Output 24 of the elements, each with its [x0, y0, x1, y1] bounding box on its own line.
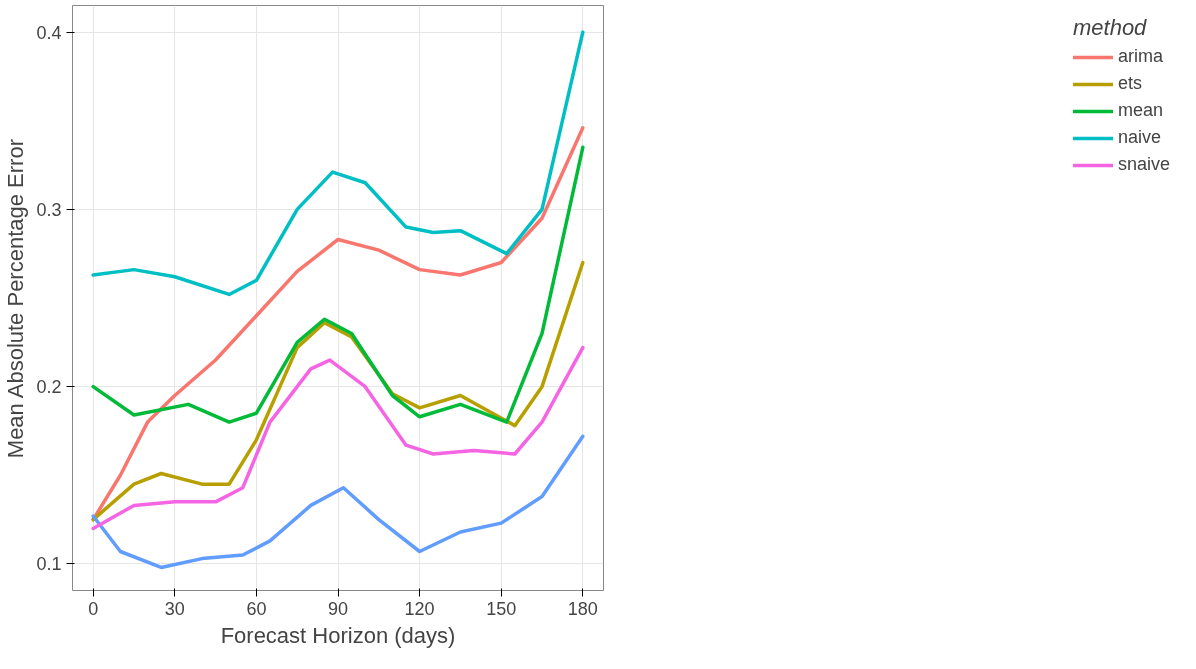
y-tick-label: 0.1	[36, 554, 62, 575]
x-tick-label: 120	[404, 598, 435, 619]
x-tick-label: 150	[486, 598, 517, 619]
x-tick-label: 60	[246, 598, 267, 619]
x-tick-label: 90	[327, 598, 349, 619]
line-series	[91, 30, 585, 297]
legend-title: method	[1072, 15, 1148, 41]
legend-label: naive	[1117, 127, 1161, 148]
line-series	[91, 145, 585, 424]
y-tick-label: 0.3	[36, 199, 62, 220]
line-series	[91, 434, 585, 570]
y-axis-title: Mean Absolute Percentage Error	[3, 139, 29, 459]
legend-label: snaive	[1117, 154, 1170, 175]
x-tick-label: 180	[567, 598, 598, 619]
y-tick-label: 0.4	[36, 22, 62, 43]
line-series	[91, 345, 585, 531]
x-axis-title: Forecast Horizon (days)	[220, 622, 456, 648]
x-tick-label: 0	[88, 598, 99, 619]
line-series	[91, 260, 585, 522]
legend-label: mean	[1117, 100, 1163, 121]
legend-label: ets	[1117, 73, 1142, 94]
legend-label: arima	[1117, 46, 1163, 67]
x-tick-label: 30	[164, 598, 185, 619]
y-tick-label: 0.2	[36, 377, 62, 398]
